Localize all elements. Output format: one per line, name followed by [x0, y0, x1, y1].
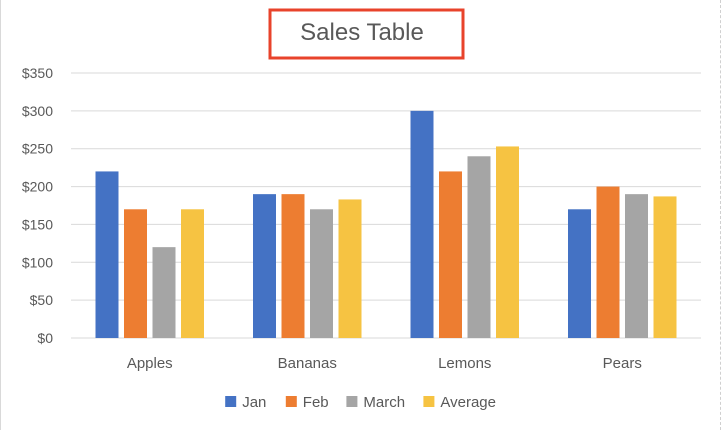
title-highlight-box [268, 8, 465, 60]
legend-label: Feb [303, 394, 329, 411]
legend-label: Average [440, 394, 496, 411]
bar-march-bananas [310, 209, 333, 338]
bar-jan-apples [95, 171, 119, 338]
bar-average-apples [181, 209, 204, 338]
legend-swatch [346, 396, 358, 407]
legend-swatch [423, 396, 435, 407]
legend-label: March [363, 394, 405, 411]
x-tick-label: Pears [603, 355, 642, 372]
y-tick-label: $300 [22, 103, 53, 119]
bar-feb-pears [596, 186, 620, 338]
bar-average-pears [653, 196, 677, 338]
frame-edge [720, 0, 724, 430]
y-axis-ticks: $0 $50 $100 $150 $200 $250 $300 $350 [22, 65, 53, 346]
legend-swatch [225, 396, 237, 407]
y-tick-label: $200 [22, 179, 53, 195]
bar-jan-lemons [410, 110, 434, 338]
legend-swatch [285, 396, 297, 407]
chart-title: Sales Table [300, 19, 424, 46]
x-tick-label: Apples [127, 355, 173, 372]
bars [95, 110, 677, 338]
y-tick-label: $50 [30, 292, 54, 308]
bar-average-bananas [338, 199, 362, 338]
y-tick-label: $100 [22, 254, 53, 270]
bar-march-pears [625, 194, 648, 338]
bar-jan-pears [568, 209, 591, 338]
legend: Jan Feb March Average [225, 394, 496, 411]
bar-jan-bananas [253, 194, 276, 338]
bar-march-lemons [467, 156, 491, 338]
bar-average-lemons [496, 146, 519, 338]
legend-label: Jan [242, 394, 266, 411]
y-tick-label: $0 [37, 330, 53, 346]
bar-feb-bananas [281, 194, 305, 338]
bar-feb-apples [124, 209, 147, 338]
y-tick-label: $250 [22, 141, 53, 157]
y-tick-label: $150 [22, 216, 53, 232]
x-tick-label: Bananas [278, 355, 337, 372]
y-tick-label: $350 [22, 65, 53, 81]
x-axis-ticks: Apples Bananas Lemons Pears [127, 355, 642, 372]
gridlines [71, 72, 701, 339]
bar-march-apples [152, 247, 176, 338]
x-tick-label: Lemons [438, 355, 491, 372]
bar-feb-lemons [439, 171, 462, 338]
